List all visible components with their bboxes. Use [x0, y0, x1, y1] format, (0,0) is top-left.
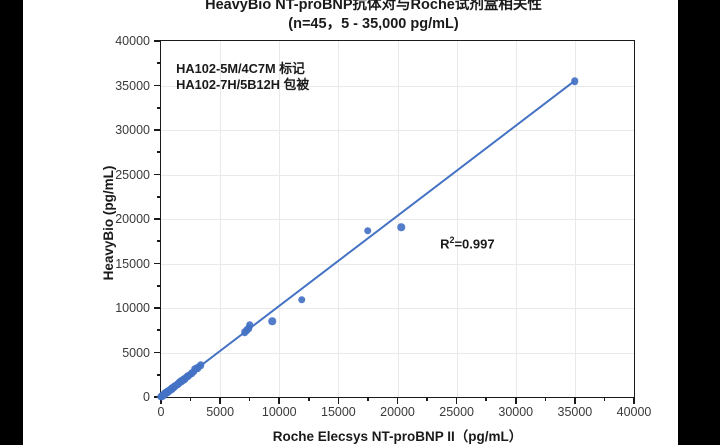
y-tick-label: 25000: [115, 167, 150, 182]
y-tick-minor: [157, 329, 161, 332]
y-tick-label: 30000: [115, 123, 150, 137]
x-tick-label: 10000: [261, 405, 297, 419]
y-tick-major: [154, 173, 161, 176]
x-tick-minor: [248, 397, 251, 401]
y-tick-minor: [157, 195, 161, 198]
x-tick-label: 20000: [380, 405, 415, 419]
x-tick-major: [337, 397, 340, 404]
y-tick-minor: [157, 106, 161, 109]
gridline-horizontal: [161, 263, 634, 265]
gridline-horizontal: [161, 352, 634, 354]
r-squared-label: R2=0.997: [440, 235, 495, 251]
scatter-point: [397, 223, 405, 231]
x-tick-major: [455, 397, 458, 404]
x-tick-minor: [485, 397, 487, 401]
x-axis-title: Roche Elecsys NT-proBNP II（pg/mL）: [272, 429, 523, 444]
gridline-horizontal: [161, 85, 634, 87]
x-tick-label: 0: [157, 405, 165, 419]
regression-trendline: [160, 79, 576, 397]
y-tick-label: 0: [143, 390, 150, 404]
y-tick-major: [154, 307, 161, 309]
x-tick-minor: [603, 397, 606, 401]
gridline-horizontal: [161, 219, 634, 220]
letterbox-bar-right: [678, 0, 720, 445]
annotation-line-1: HA102-5M/4C7M 标记: [176, 60, 305, 76]
y-tick-label: 35000: [115, 78, 150, 93]
x-tick-label: 35000: [557, 405, 593, 419]
r-squared-exponent: 2: [449, 235, 455, 246]
annotation-line-2: HA102-7H/5B12H 包被: [176, 76, 310, 92]
scatter-point: [297, 296, 306, 304]
y-tick-major: [154, 40, 161, 42]
x-tick-major: [574, 397, 576, 404]
r-squared-value: =0.997: [454, 236, 495, 252]
chart-subtitle: (n=45，5 - 35,000 pg/mL): [288, 16, 459, 32]
x-tick-label: 15000: [320, 405, 356, 419]
scatter-point: [364, 226, 372, 235]
y-tick-minor: [157, 62, 161, 65]
y-tick-major: [154, 351, 161, 354]
y-axis-title: HeavyBio (pg/mL): [100, 165, 116, 280]
x-tick-minor: [367, 397, 369, 401]
chart-title-block: HeavyBio NT-proBNP抗体对与Roche试剂盒相关性 (n=45，…: [46, 0, 701, 34]
y-tick-label: 20000: [115, 212, 150, 226]
x-tick-major: [633, 397, 635, 404]
y-tick-label: 40000: [115, 34, 150, 48]
gridline-horizontal: [161, 308, 634, 309]
x-tick-minor: [426, 397, 428, 401]
y-tick-minor: [157, 240, 161, 243]
y-tick-minor: [157, 373, 161, 376]
x-tick-label: 40000: [616, 405, 652, 419]
x-tick-major: [396, 397, 399, 404]
plot-area: HA102-5M/4C7M 标记 HA102-7H/5B12H 包被 R2=0.…: [115, 34, 651, 419]
y-tick-label: 5000: [122, 345, 150, 360]
chart-canvas: HeavyBio NT-proBNP抗体对与Roche试剂盒相关性 (n=45，…: [23, 0, 678, 445]
y-tick-minor: [157, 151, 161, 154]
scatter-point: [268, 317, 276, 326]
gridline-horizontal: [161, 130, 634, 131]
y-tick-label: 15000: [115, 256, 150, 271]
r-squared-symbol: R: [440, 236, 450, 252]
y-tick-label: 10000: [115, 301, 150, 315]
x-tick-minor: [308, 397, 310, 401]
x-tick-major: [160, 397, 162, 404]
antibody-pair-annotation: HA102-5M/4C7M 标记 HA102-7H/5B12H 包被: [176, 61, 309, 93]
data-points: [157, 41, 634, 401]
scatter-point: [245, 321, 254, 330]
gridline-horizontal: [161, 174, 634, 176]
x-tick-major: [219, 397, 221, 404]
x-tick-label: 25000: [439, 405, 475, 419]
x-tick-label: 5000: [206, 405, 235, 419]
chart-title: HeavyBio NT-proBNP抗体对与Roche试剂盒相关性: [205, 0, 542, 13]
x-tick-label: 30000: [498, 405, 534, 419]
y-tick-major: [154, 262, 161, 265]
scatter-point: [571, 77, 579, 85]
x-tick-minor: [189, 397, 192, 401]
y-tick-minor: [157, 284, 161, 287]
scatter-point: [196, 361, 205, 370]
x-tick-minor: [544, 397, 547, 401]
y-tick-major: [154, 218, 161, 220]
x-tick-major: [278, 397, 281, 404]
y-tick-major: [154, 84, 161, 87]
x-tick-major: [514, 397, 517, 404]
letterbox-bar-left: [0, 0, 23, 445]
y-tick-major: [154, 129, 161, 131]
